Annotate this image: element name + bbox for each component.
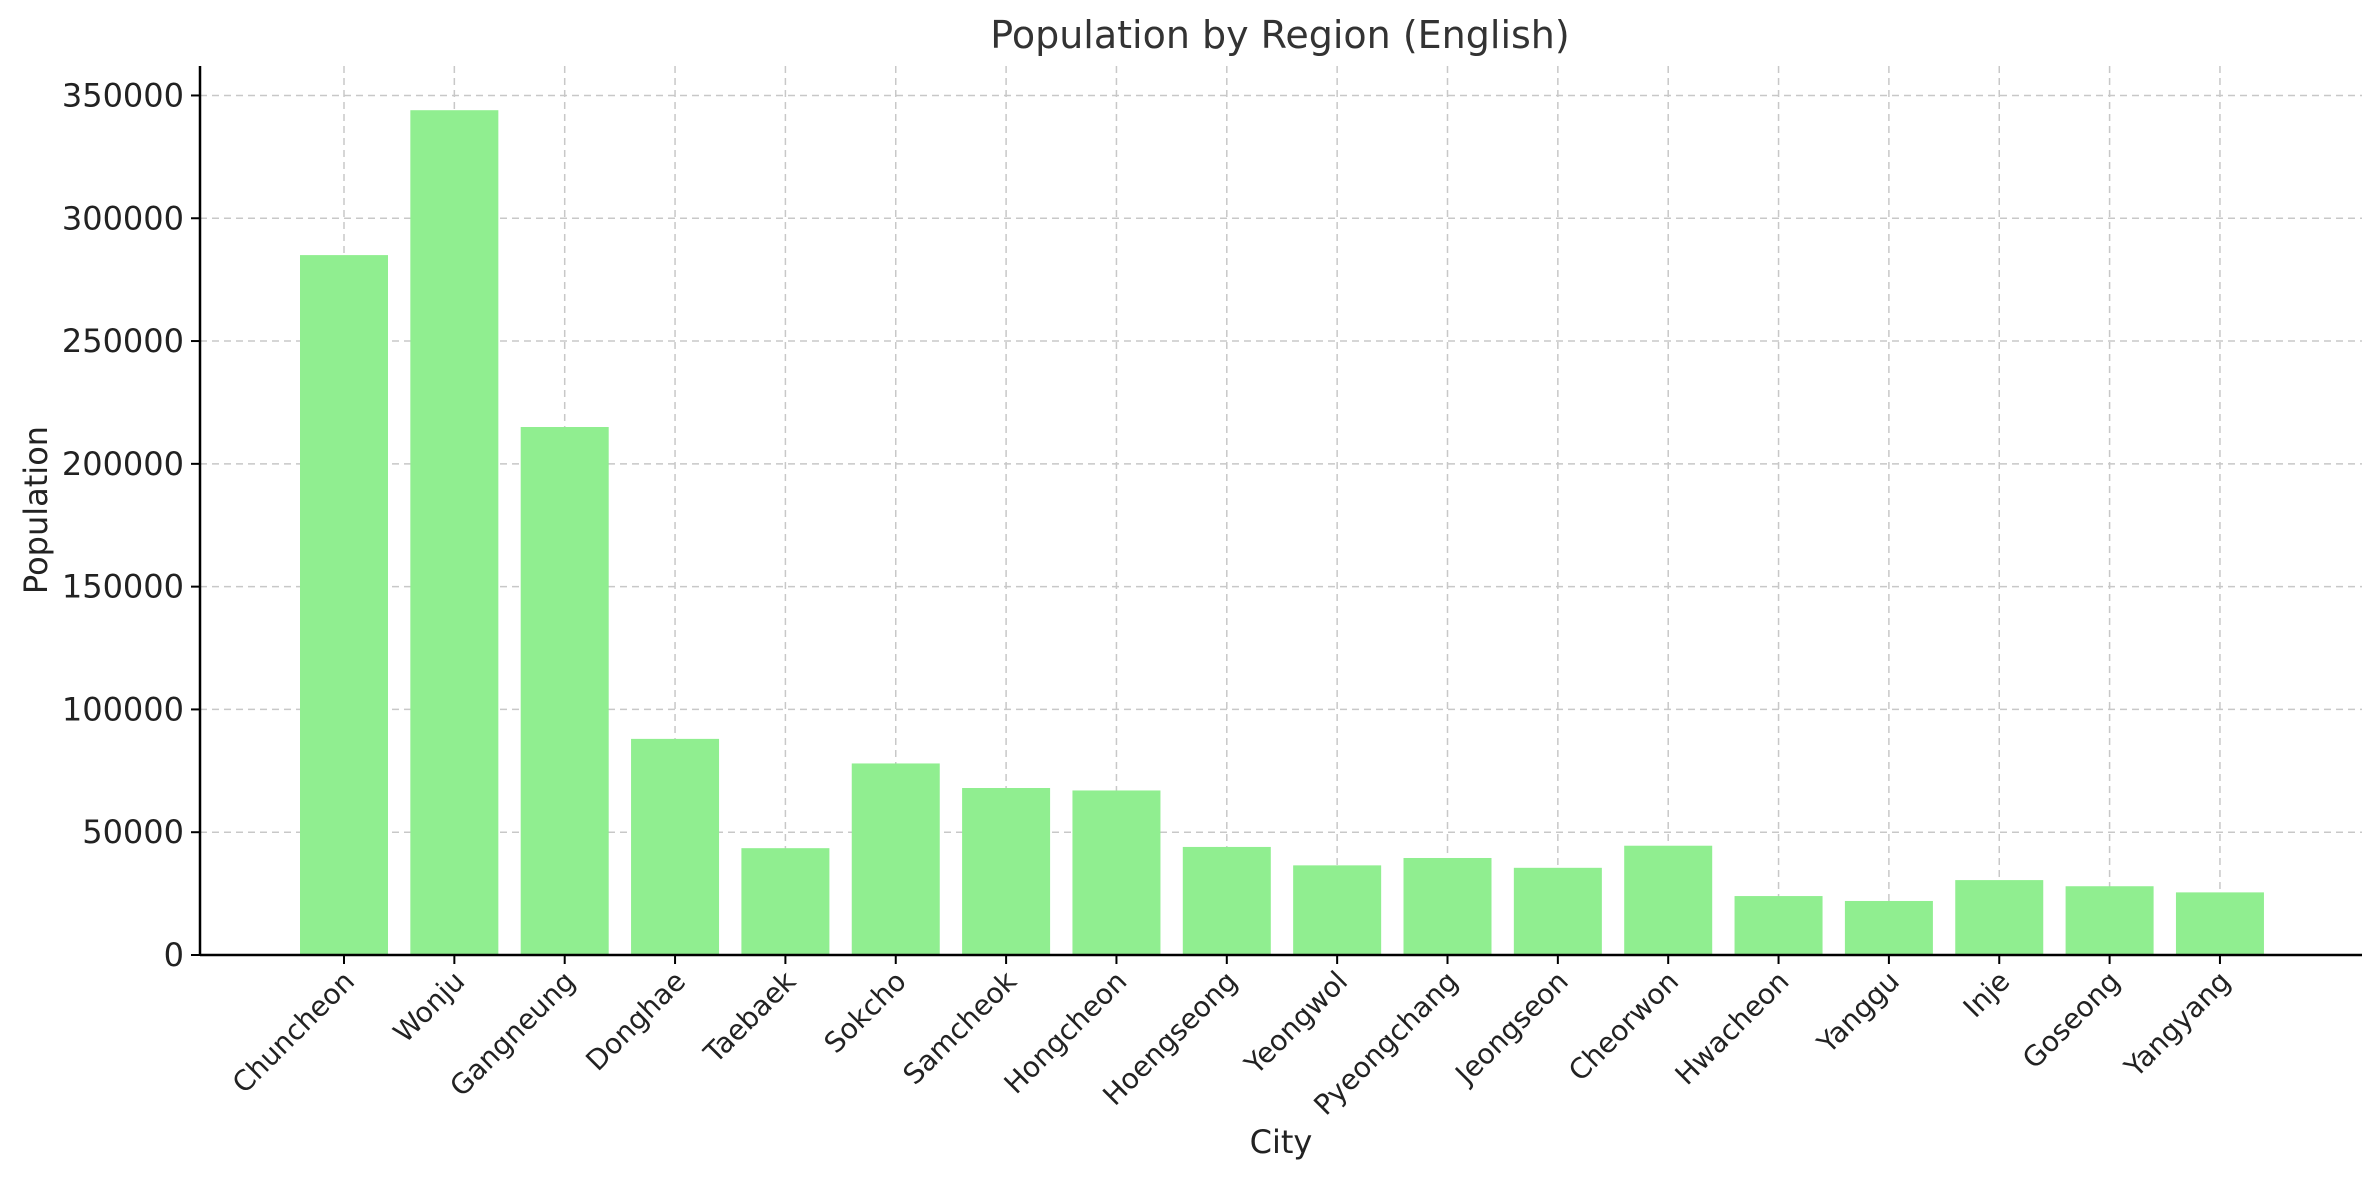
x-tick-label: Donghae [579, 965, 692, 1078]
bar-taebaek [741, 848, 830, 955]
y-tick-label: 300000 [62, 199, 184, 237]
bars [300, 110, 2264, 956]
bar-yanggu [1844, 900, 1933, 955]
bar-yangyang [2175, 892, 2264, 955]
x-tick-label: Chuncheon [226, 965, 361, 1100]
x-tick-label: Taebaek [697, 964, 803, 1070]
y-tick-label: 100000 [62, 690, 184, 728]
bar-jeongseon [1513, 867, 1602, 955]
x-tick-label: Yangyang [2117, 965, 2237, 1085]
y-tick-label: 250000 [62, 322, 184, 360]
y-tick-label: 200000 [62, 445, 184, 483]
bar-inje [1955, 880, 2044, 955]
x-tick-label: Hwacheon [1669, 965, 1796, 1092]
x-tick-label: Cheorwon [1562, 965, 1685, 1088]
x-tick-label: Yeongwol [1237, 965, 1354, 1082]
bar-goseong [2065, 886, 2154, 955]
y-tick-label: 350000 [62, 76, 184, 114]
y-tick-label: 50000 [82, 813, 184, 851]
bar-donghae [631, 738, 720, 955]
bar-hoengseong [1182, 846, 1271, 955]
x-tick-label: Goseong [2016, 965, 2127, 1076]
bar-cheorwon [1624, 845, 1713, 955]
grid-lines [200, 66, 2362, 955]
bar-yeongwol [1293, 865, 1382, 955]
bar-hwacheon [1734, 896, 1823, 955]
bar-pyeongchang [1403, 857, 1492, 955]
axes [198, 66, 2362, 957]
bar-chuncheon [300, 255, 388, 955]
x-tick-label: Sokcho [818, 965, 913, 1060]
bar-gangneung [520, 427, 609, 955]
x-axis-label: City [1250, 1123, 1313, 1161]
y-axis-label: Population [17, 426, 55, 594]
x-tick-label: Jeongseon [1448, 965, 1575, 1092]
bar-wonju [410, 110, 499, 956]
bar-samcheok [962, 788, 1051, 955]
bar-sokcho [851, 763, 940, 955]
x-tick-label: Wonju [387, 965, 471, 1049]
chart-title: Population by Region (English) [990, 13, 1569, 57]
y-tick-label: 150000 [62, 568, 184, 606]
bar-hongcheon [1072, 790, 1161, 955]
y-tick-labels: 0 50000 100000 150000 200000 250000 300000 3500… [62, 76, 200, 974]
y-tick-label: 0 [164, 936, 184, 974]
x-tick-label: Inje [1957, 965, 2016, 1024]
x-tick-label: Yanggu [1810, 965, 1906, 1061]
